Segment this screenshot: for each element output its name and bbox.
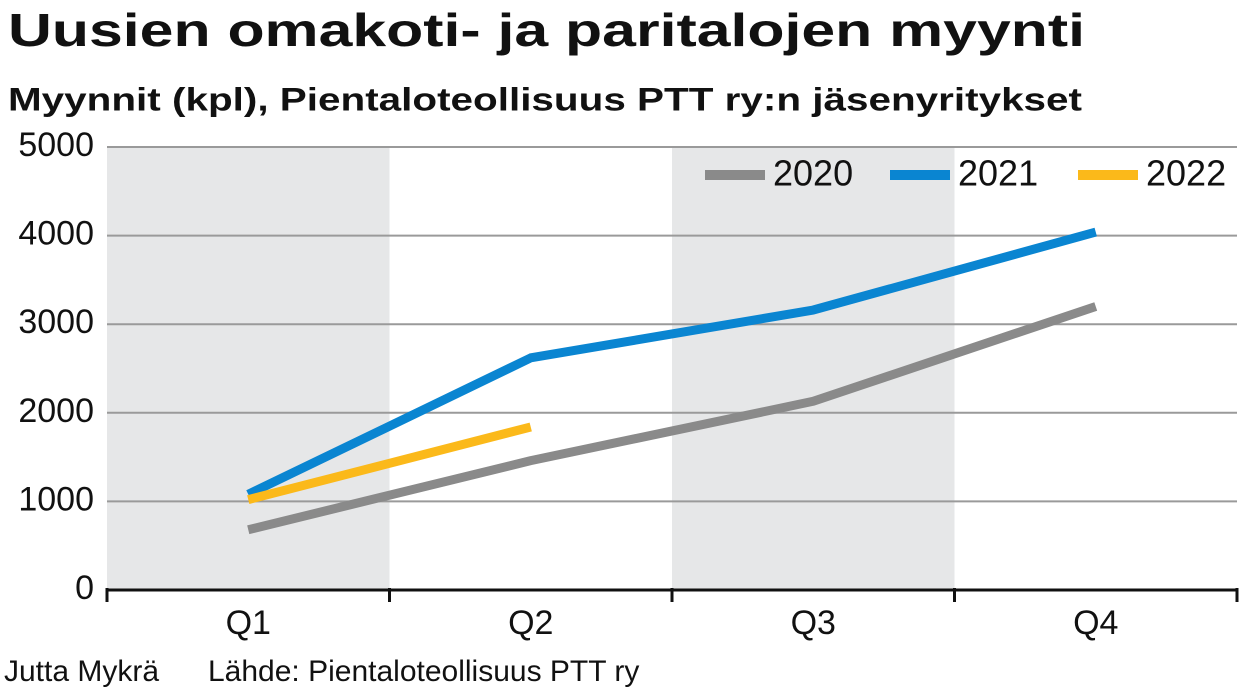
x-tick-label: Q1 [226,604,271,642]
chart-subtitle: Myynnit (kpl), Pientaloteollisuus PTT ry… [8,81,1082,117]
line-series [247,302,1098,535]
credit: Jutta Mykrä [4,655,159,688]
legend-label: 2021 [958,153,1038,194]
x-tick-label: Q2 [508,604,553,642]
y-tick-label: 3000 [18,303,94,341]
y-tick-label: 0 [75,569,94,607]
y-tick-label: 1000 [18,480,94,518]
y-tick-label: 2000 [18,392,94,430]
y-tick-label: 5000 [18,126,94,164]
legend-label: 2022 [1146,153,1226,194]
y-tick-label: 4000 [18,215,94,253]
legend-label: 2020 [773,153,853,194]
x-tick-label: Q3 [791,604,836,642]
band-shade [107,147,390,590]
x-tick-label: Q4 [1073,604,1118,642]
line-series [246,227,1097,499]
chart-title: Uusien omakoti- ja paritalojen myynti [8,4,1085,56]
line-series [247,422,532,504]
source: Lähde: Pientaloteollisuus PTT ry [208,655,639,688]
